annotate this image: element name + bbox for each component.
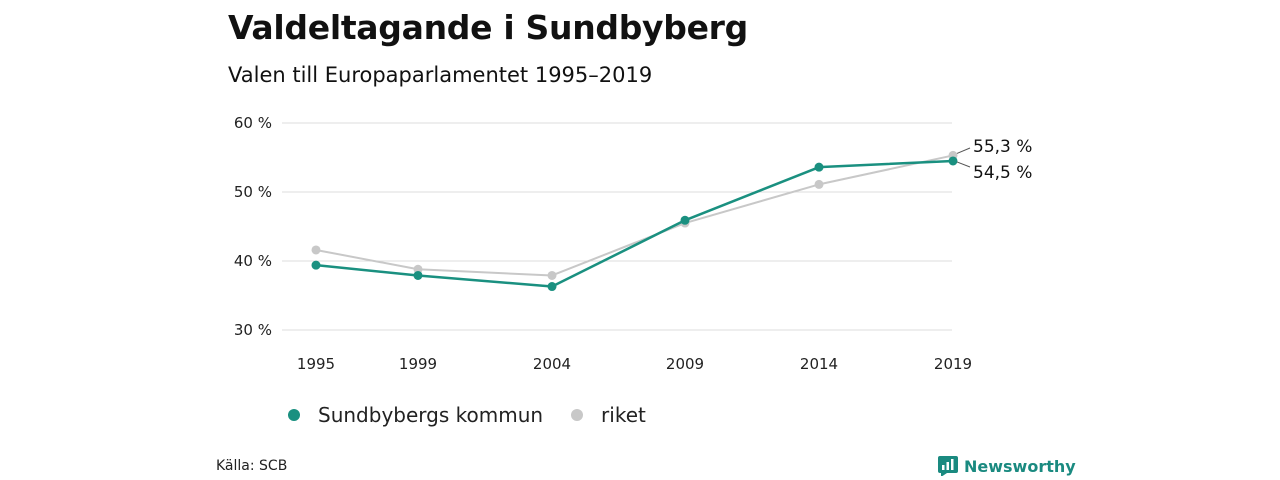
y-tick-label: 60 % [234, 114, 272, 132]
x-tick-label: 2009 [666, 355, 704, 373]
legend-item-sundbyberg: Sundbybergs kommun [288, 403, 543, 427]
chart-title: Valdeltagande i Sundbyberg [228, 8, 748, 47]
source-note: Källa: SCB [216, 458, 288, 474]
end-label-leader-riket [956, 147, 971, 154]
data-point-sundbyberg [413, 270, 423, 280]
y-tick-label: 50 % [234, 183, 272, 201]
chart-subtitle: Valen till Europaparlamentet 1995–2019 [228, 63, 653, 87]
x-tick-label: 2019 [934, 355, 972, 373]
x-tick-label: 1999 [399, 355, 437, 373]
y-tick-label: 40 % [234, 252, 272, 270]
legend-item-riket: riket [571, 403, 646, 427]
data-point-riket [814, 179, 824, 189]
legend-label-riket: riket [601, 403, 646, 427]
legend-marker-riket [571, 409, 584, 421]
x-tick-label: 2014 [800, 355, 838, 373]
series-line-sundbyberg [315, 159, 954, 288]
data-point-sundbyberg [547, 282, 557, 292]
x-tick-label: 1995 [297, 355, 335, 373]
brand-name: Newsworthy [964, 456, 1076, 476]
end-label-sundbyberg: 54,5 % [973, 163, 1032, 183]
end-label-leader-sundbyberg [956, 161, 971, 168]
data-point-riket [311, 245, 321, 255]
x-tick-label: 2004 [533, 355, 571, 373]
series-line-riket [315, 154, 954, 277]
data-point-riket [547, 270, 557, 280]
data-point-sundbyberg [680, 215, 690, 225]
y-tick-label: 30 % [234, 321, 272, 339]
newsworthy-logo-icon [938, 456, 958, 476]
data-point-sundbyberg [814, 162, 824, 172]
data-point-sundbyberg [948, 156, 958, 166]
end-label-riket: 55,3 % [973, 137, 1032, 157]
data-point-riket [413, 264, 423, 274]
legend-label-sundbyberg: Sundbybergs kommun [318, 403, 544, 427]
legend-marker-sundbyberg [288, 409, 300, 421]
legend: Sundbybergs kommun riket [288, 403, 646, 427]
data-point-sundbyberg [311, 260, 321, 270]
brand-logo[interactable]: Newsworthy [938, 456, 1076, 476]
